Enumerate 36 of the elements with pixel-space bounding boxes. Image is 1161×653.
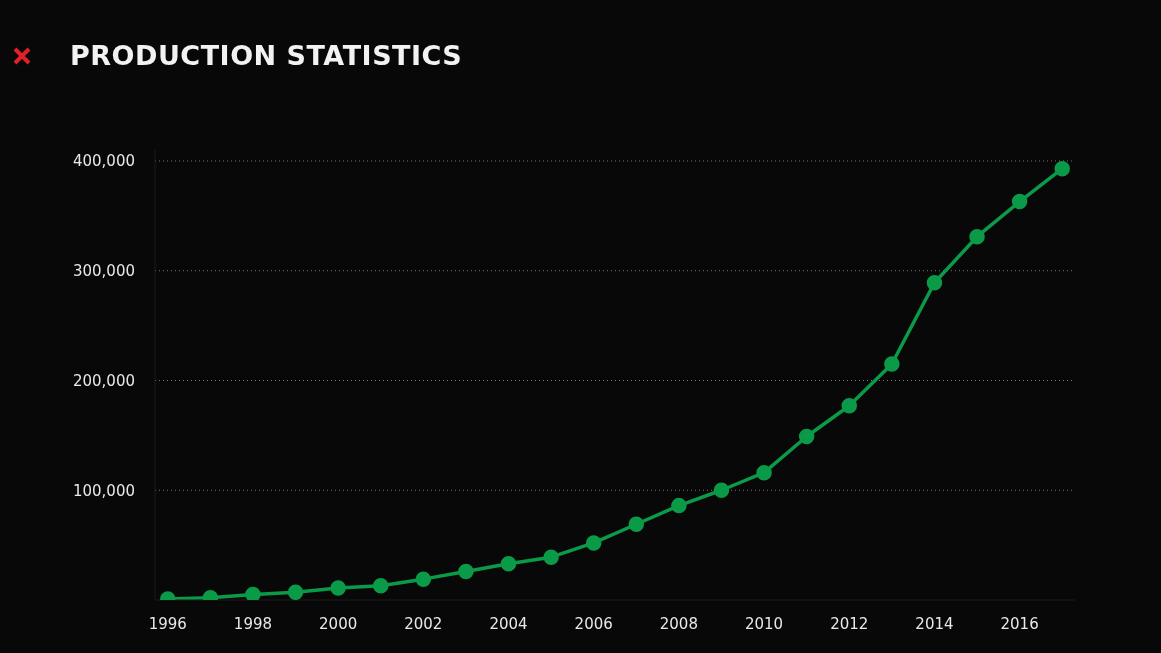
chart-title: PRODUCTION STATISTICS	[70, 40, 463, 71]
point	[628, 516, 645, 533]
x-tick-label: 2006	[574, 614, 613, 633]
point	[841, 397, 858, 414]
x-tick-label: 2002	[404, 614, 443, 633]
point	[1054, 160, 1070, 177]
y-tick-label: 300,000	[72, 262, 135, 281]
point	[415, 571, 432, 587]
x-tick-label: 2014	[915, 614, 954, 633]
point	[671, 497, 687, 514]
point	[287, 584, 304, 600]
point	[884, 356, 900, 372]
y-tick-label: 100,000	[72, 481, 135, 500]
point	[926, 275, 943, 291]
point	[713, 482, 730, 498]
point	[245, 586, 261, 600]
point	[372, 577, 389, 594]
point	[330, 580, 346, 596]
point	[1011, 193, 1028, 210]
x-tick-label: 1998	[233, 614, 273, 633]
x-tick-label: 1996	[148, 614, 187, 633]
point	[458, 563, 474, 580]
x-tick-label: 2012	[830, 614, 869, 633]
x-tick-label: 2010	[744, 614, 784, 633]
point	[543, 549, 559, 565]
x-tick-label: 2008	[659, 614, 698, 633]
point	[969, 228, 985, 245]
y-tick-label: 200,000	[72, 371, 135, 390]
point	[585, 535, 602, 551]
x-tick-label: 2016	[1000, 614, 1039, 633]
x-tick-label: 2004	[489, 614, 528, 633]
point	[500, 556, 517, 572]
y-tick-label: 400,000	[72, 152, 135, 171]
x-tick-label: 2000	[319, 614, 358, 633]
point	[798, 428, 815, 445]
point	[756, 464, 772, 481]
